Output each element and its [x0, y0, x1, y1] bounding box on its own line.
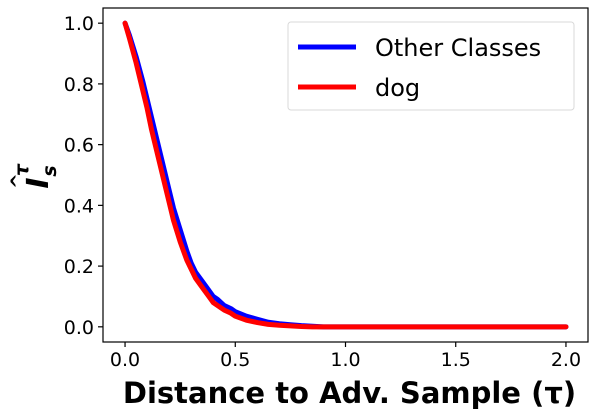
- y-tick-label: 0.4: [64, 195, 94, 217]
- y-tick-label: 0.2: [64, 256, 94, 278]
- x-tick-label: 0.0: [110, 349, 140, 371]
- y-tick-label: 0.8: [64, 74, 94, 96]
- y-axis-title: I ^ τ s: [7, 163, 61, 189]
- y-axis-title-main: I: [21, 177, 56, 188]
- y-tick-label: 1.0: [64, 13, 94, 35]
- legend: Other Classes dog: [287, 21, 575, 111]
- x-axis-title: Distance to Adv. Sample (τ): [123, 376, 576, 410]
- y-axis-title-superscript: τ: [11, 163, 33, 176]
- legend-entries: Other Classes dog: [298, 34, 541, 102]
- x-axis-ticks: 0.0 0.5 1.0 1.5 2.0: [110, 342, 581, 371]
- legend-box: [287, 21, 575, 111]
- x-tick-label: 1.5: [441, 349, 471, 371]
- series-layer: [122, 20, 569, 330]
- x-tick-label: 1.0: [330, 349, 360, 371]
- y-axis-title-subscript: s: [39, 165, 61, 176]
- y-tick-label: 0.0: [64, 317, 94, 339]
- y-axis-title-hat: ^: [7, 173, 29, 189]
- legend-label: Other Classes: [375, 34, 541, 62]
- x-tick-label: 0.5: [220, 349, 250, 371]
- legend-label: dog: [375, 74, 420, 102]
- series-line-dog: [122, 20, 569, 330]
- y-tick-label: 0.6: [64, 135, 94, 157]
- y-axis-ticks: 0.0 0.2 0.4 0.6 0.8 1.0: [64, 13, 103, 339]
- x-tick-label: 2.0: [551, 349, 581, 371]
- plot-area: 0.0 0.5 1.0 1.5 2.0 0.0 0.2 0.4 0.6 0.8 1.0: [64, 7, 589, 371]
